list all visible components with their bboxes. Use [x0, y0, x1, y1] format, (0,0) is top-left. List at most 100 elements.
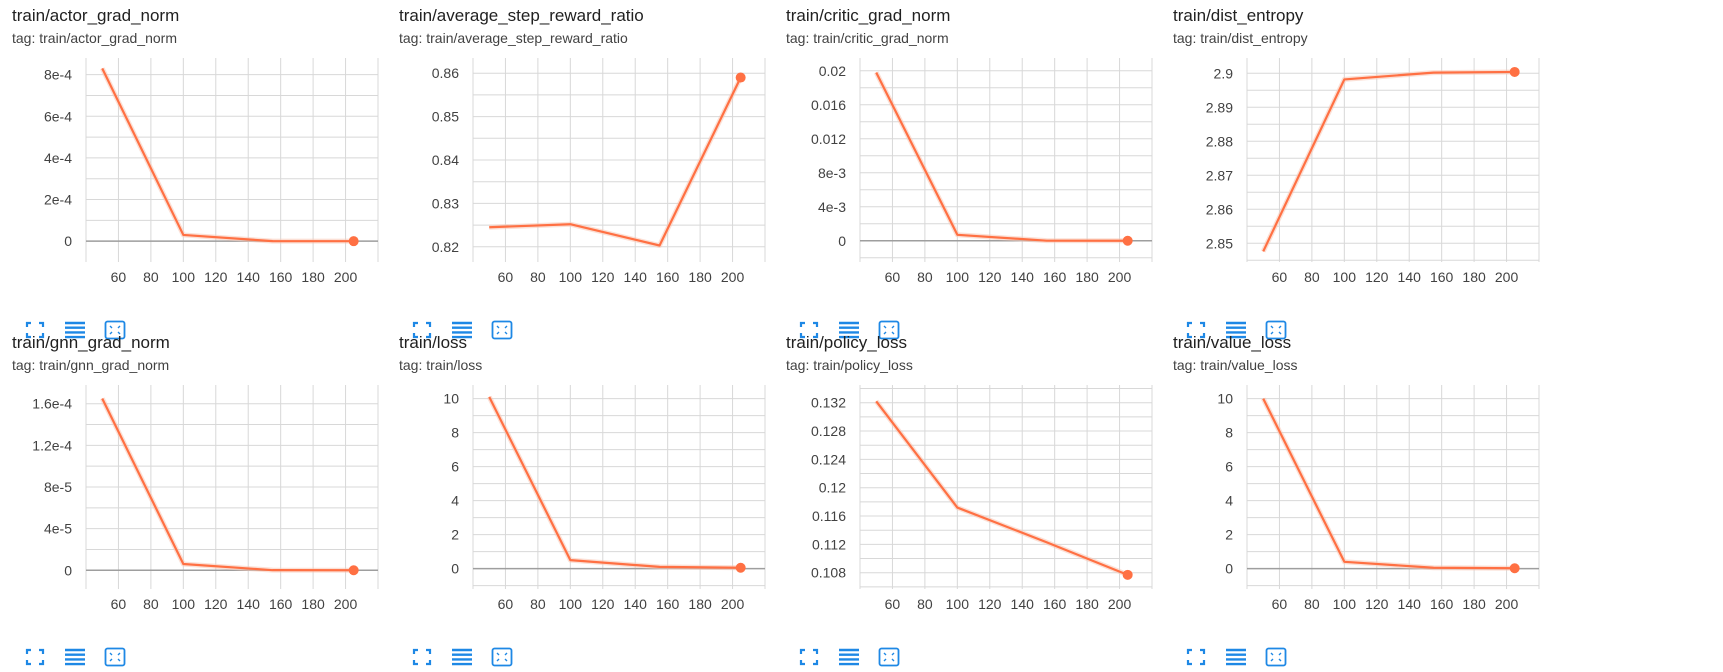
y-tick-label: 0.12	[819, 480, 846, 496]
fit-screen-icon	[1186, 648, 1206, 666]
x-tick-label: 200	[1108, 596, 1132, 612]
line-chart[interactable]: 60 80 100 120 140 160 180 200 2.85 2.86 2.87 2.88 2.…	[1161, 0, 1581, 300]
fit-screen-icon	[25, 648, 45, 666]
y-tick-label: 0	[64, 562, 72, 578]
y-tick-label: 0	[838, 233, 846, 249]
fit-screen-icon	[25, 321, 45, 339]
data-point[interactable]	[348, 565, 359, 576]
line-chart[interactable]: 60 80 100 120 140 160 180 200 0.82 0.83 0.84 0.85 0.…	[387, 0, 807, 300]
data-table-button[interactable]	[836, 318, 862, 342]
fit-domain-button[interactable]	[489, 318, 515, 342]
x-tick-label: 120	[1365, 596, 1389, 612]
fit-screen-button[interactable]	[796, 645, 822, 669]
data-table-button[interactable]	[1223, 645, 1249, 669]
data-table-button[interactable]	[62, 645, 88, 669]
data-point[interactable]	[735, 72, 746, 83]
series-line[interactable]	[101, 67, 354, 243]
chart-title: train/loss	[399, 333, 468, 352]
y-tick-label: 0.02	[819, 63, 846, 79]
x-tick-label: 120	[204, 269, 228, 285]
x-tick-label: 120	[1365, 269, 1389, 285]
x-tick-label: 140	[1011, 596, 1035, 612]
data-table-icon	[839, 321, 859, 339]
fit-domain-button[interactable]	[876, 318, 902, 342]
fit-screen-button[interactable]	[409, 645, 435, 669]
fit-domain-button[interactable]	[489, 645, 515, 669]
chart-title: train/critic_grad_norm	[786, 6, 951, 25]
x-tick-label: 120	[591, 269, 615, 285]
line-chart[interactable]: 60 80 100 120 140 160 180 200 0 4e-3 8e-3 0.012 0.01…	[774, 0, 1194, 300]
x-tick-label: 180	[688, 596, 712, 612]
fit-domain-button[interactable]	[1263, 645, 1289, 669]
data-table-icon	[1226, 321, 1246, 339]
y-tick-label: 6e-4	[44, 108, 72, 124]
series-line[interactable]	[875, 400, 1129, 576]
data-point[interactable]	[1509, 563, 1520, 574]
y-tick-label: 0.124	[811, 451, 846, 467]
data-table-button[interactable]	[836, 645, 862, 669]
fit-screen-button[interactable]	[1183, 318, 1209, 342]
y-tick-label: 2	[451, 527, 459, 543]
chart-tag: tag: train/policy_loss	[786, 357, 913, 373]
raw-series-line	[489, 76, 743, 249]
fit-screen-button[interactable]	[409, 318, 435, 342]
x-tick-label: 180	[1075, 269, 1099, 285]
data-point[interactable]	[735, 562, 746, 573]
data-point[interactable]	[1122, 569, 1133, 580]
fit-domain-button[interactable]	[1263, 318, 1289, 342]
x-tick-label: 100	[1333, 596, 1357, 612]
data-point[interactable]	[348, 236, 359, 247]
series-line[interactable]	[488, 396, 741, 569]
y-tick-label: 8e-5	[44, 479, 72, 495]
fit-screen-button[interactable]	[22, 318, 48, 342]
chart-title: train/dist_entropy	[1173, 6, 1304, 25]
line-chart[interactable]: 60 80 100 120 140 160 180 200 0 2 4 6 8 10	[387, 327, 807, 627]
fit-screen-button[interactable]	[22, 645, 48, 669]
x-tick-label: 100	[172, 269, 196, 285]
fit-screen-button[interactable]	[1183, 645, 1209, 669]
x-tick-label: 160	[656, 596, 680, 612]
series-line[interactable]	[101, 398, 354, 572]
chart-tag: tag: train/loss	[399, 357, 483, 373]
fit-domain-button[interactable]	[876, 645, 902, 669]
fit-domain-button[interactable]	[102, 318, 128, 342]
series-line[interactable]	[1262, 398, 1515, 570]
series-line[interactable]	[489, 77, 742, 247]
x-tick-label: 60	[885, 596, 901, 612]
x-tick-label: 140	[1398, 269, 1422, 285]
x-tick-label: 200	[334, 269, 358, 285]
fit-domain-button[interactable]	[102, 645, 128, 669]
y-tick-label: 0.116	[812, 508, 846, 524]
x-tick-label: 60	[1272, 596, 1288, 612]
line-chart[interactable]: 60 80 100 120 140 160 180 200 0.108 0.112 0.116 0.1…	[774, 327, 1194, 627]
x-tick-label: 180	[688, 269, 712, 285]
fit-domain-icon	[491, 320, 513, 340]
data-table-button[interactable]	[449, 645, 475, 669]
series-line[interactable]	[1262, 70, 1515, 252]
y-tick-label: 4e-4	[44, 150, 72, 166]
x-tick-label: 160	[1043, 269, 1067, 285]
x-tick-label: 160	[269, 596, 293, 612]
chart-tag: tag: train/dist_entropy	[1173, 30, 1308, 46]
y-tick-label: 2.89	[1206, 99, 1233, 115]
scalar-card: train/gnn_grad_norm tag: train/gnn_grad_n…	[0, 327, 420, 667]
fit-screen-button[interactable]	[796, 318, 822, 342]
data-point[interactable]	[1122, 235, 1133, 246]
x-tick-label: 200	[721, 269, 745, 285]
y-tick-label: 0.108	[811, 565, 846, 581]
data-table-button[interactable]	[62, 318, 88, 342]
x-tick-label: 180	[301, 596, 325, 612]
data-point[interactable]	[1509, 66, 1520, 77]
data-table-icon	[1226, 648, 1246, 666]
data-table-button[interactable]	[1223, 318, 1249, 342]
y-tick-label: 0	[451, 561, 459, 577]
line-chart[interactable]: 60 80 100 120 140 160 180 200 0 4e-5 8e-5 1.2e-4 1.6…	[0, 327, 420, 627]
data-table-button[interactable]	[449, 318, 475, 342]
line-chart[interactable]: 60 80 100 120 140 160 180 200 0 2e-4 4e-4 6e-4 8e-4	[0, 0, 420, 300]
x-tick-label: 60	[1272, 269, 1288, 285]
series-line[interactable]	[875, 71, 1128, 242]
y-tick-label: 2.85	[1206, 235, 1233, 251]
raw-series-line	[873, 71, 1128, 244]
line-chart[interactable]: 60 80 100 120 140 160 180 200 0 2 4 6 8 10	[1161, 327, 1581, 627]
